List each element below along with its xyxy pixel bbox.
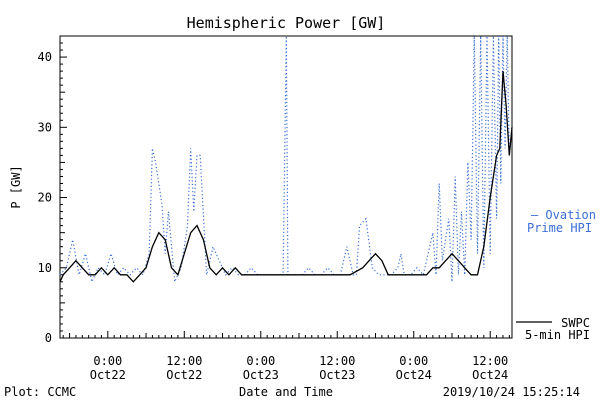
footer-timestamp: 2019/10/24 15:25:14 <box>443 385 580 399</box>
footer-credit: Plot: CCMC <box>4 385 76 399</box>
x-tick-label-date: Oct22 <box>90 368 126 382</box>
x-tick-label-time: 12:00 <box>166 354 202 368</box>
x-tick-label-date: Oct24 <box>396 368 432 382</box>
series-ovation-prime-line <box>59 35 513 285</box>
x-tick-label-time: 0:00 <box>93 354 122 368</box>
y-tick-label: 20 <box>38 191 52 205</box>
x-tick-label-date: Oct23 <box>243 368 279 382</box>
x-tick-label-time: 12:00 <box>319 354 355 368</box>
x-axis-label: Date and Time <box>239 385 333 399</box>
plot-area <box>59 35 513 285</box>
x-tick-label-date: Oct23 <box>319 368 355 382</box>
x-tick-label-date: Oct22 <box>166 368 202 382</box>
y-axis: 0 10 20 30 40 <box>38 35 67 345</box>
x-tick-label-time: 12:00 <box>472 354 508 368</box>
chart-title: Hemispheric Power [GW] <box>187 14 386 32</box>
legend-ovation-line2: Prime HPI <box>527 221 592 235</box>
x-tick-label-time: 0:00 <box>246 354 275 368</box>
y-tick-label: 0 <box>45 331 52 345</box>
y-tick-label: 40 <box>38 50 52 64</box>
y-axis-label: P [GW] <box>9 165 23 208</box>
y-tick-label: 30 <box>38 120 52 134</box>
legend: — Ovation Prime HPI SWPC 5-min HPI <box>516 208 596 342</box>
y-tick-label: 10 <box>38 261 52 275</box>
legend-ovation-line1: — Ovation <box>531 208 596 222</box>
x-axis: 0:00Oct2212:00Oct220:00Oct2312:00Oct230:… <box>62 331 510 382</box>
legend-swpc-line1: SWPC <box>561 316 590 330</box>
x-tick-label-date: Oct24 <box>472 368 508 382</box>
legend-swpc-line2: 5-min HPI <box>525 328 590 342</box>
series-swpc-line <box>59 71 513 283</box>
x-tick-label-time: 0:00 <box>399 354 428 368</box>
